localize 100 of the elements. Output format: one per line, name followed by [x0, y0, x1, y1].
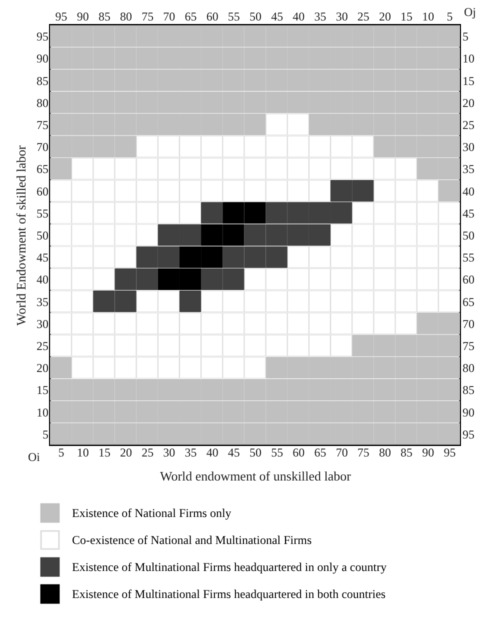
y-tick-label: 70	[36, 140, 48, 154]
point	[222, 246, 244, 268]
point	[201, 224, 223, 246]
y2-tick-label: 35	[462, 162, 474, 176]
point	[308, 224, 331, 246]
y2-tick-label: 25	[462, 118, 474, 132]
point	[136, 268, 158, 290]
y-tick-label: 5	[42, 427, 48, 442]
point	[244, 202, 266, 224]
y-tick-label: 85	[36, 74, 48, 88]
point	[287, 224, 309, 246]
x-tick-label: 80	[378, 446, 391, 460]
y2-tick-label: 55	[462, 250, 474, 265]
point	[244, 246, 266, 268]
y-tick-label: 20	[36, 361, 48, 376]
x2-tick-label: 25	[357, 10, 370, 24]
point	[114, 268, 136, 290]
y2-tick-label: 15	[462, 74, 474, 88]
x-tick-label: 40	[206, 446, 218, 460]
point	[201, 268, 223, 290]
y-tick-label: 80	[36, 96, 48, 110]
x2-tick-label: 35	[314, 10, 326, 24]
y-tick-label: 95	[36, 30, 48, 44]
x-tick-label: 30	[163, 446, 176, 460]
y-axis-title: World Endowment of skilled labor	[14, 144, 28, 326]
y2-tick-label: 20	[462, 96, 474, 110]
x2-tick-label: 50	[250, 10, 262, 24]
x2-tick-label: 10	[422, 10, 434, 24]
legend-label: Co-existence of National and Multinational Firms	[72, 533, 312, 547]
point	[352, 180, 374, 202]
point	[330, 180, 352, 202]
point	[266, 224, 288, 246]
point	[136, 246, 158, 268]
point	[201, 246, 223, 268]
point	[201, 202, 223, 224]
point	[287, 202, 309, 224]
x-axis-title: World endowment of unskilled labor	[160, 468, 352, 484]
y-tick-label: 75	[36, 118, 48, 132]
x2-tick-label: 70	[163, 10, 176, 24]
x-tick-label: 25	[142, 446, 154, 460]
x-tick-label: 15	[98, 446, 110, 460]
point	[179, 290, 202, 312]
y2-tick-label: 10	[462, 52, 474, 66]
y2-tick-label: 40	[462, 184, 474, 198]
x2-tick-label: 30	[336, 10, 348, 24]
y2-tick-label: 45	[462, 206, 474, 220]
y-tick-label: 50	[36, 228, 48, 242]
x2-tick-label: 15	[400, 10, 413, 24]
x2-tick-label: 95	[55, 10, 68, 24]
y2-tick-label: 5	[462, 30, 468, 44]
x2-tick-label: 55	[228, 10, 240, 24]
y2-tick-label: 70	[462, 316, 474, 331]
x-tick-label: 60	[292, 446, 305, 460]
text: Oj	[464, 5, 476, 20]
point	[222, 202, 244, 224]
y2-tick-label: 90	[462, 405, 474, 420]
y2-tick-label: 75	[462, 339, 474, 354]
point	[266, 202, 288, 224]
y-tick-label: 10	[36, 405, 48, 420]
x2-tick-label: 85	[98, 10, 110, 24]
point	[158, 224, 180, 246]
x2-tick-label: 40	[292, 10, 305, 24]
y-tick-label: 45	[36, 250, 48, 265]
y2-tick-label: 95	[462, 427, 474, 442]
x2-tick-label: 75	[142, 10, 154, 24]
x2-tick-label: 60	[206, 10, 218, 24]
x-tick-label: 85	[400, 446, 413, 460]
point	[308, 202, 331, 224]
y2-tick-label: 50	[462, 228, 474, 242]
x-tick-label: 75	[357, 446, 370, 460]
y-tick-label: 35	[36, 294, 48, 309]
point	[158, 268, 180, 290]
point	[222, 268, 244, 290]
x-tick-label: 20	[120, 446, 132, 460]
y2-tick-label: 80	[462, 361, 474, 376]
x-tick-label: 50	[250, 446, 262, 460]
point	[222, 224, 244, 246]
point	[266, 246, 288, 268]
y-tick-label: 55	[36, 206, 48, 220]
x2-tick-label: 80	[120, 10, 132, 24]
point	[179, 224, 202, 246]
y-tick-label: 15	[36, 383, 48, 398]
x-tick-label: 90	[422, 446, 434, 460]
x2-tick-label: 90	[76, 10, 89, 24]
legend-label: Existence of National Firms only	[72, 506, 232, 520]
point	[179, 246, 202, 268]
x-tick-label: 45	[228, 446, 240, 460]
x-tick-label: 70	[336, 446, 348, 460]
text: Oi	[28, 450, 40, 465]
y-tick-label: 65	[36, 162, 48, 176]
x2-tick-label: 65	[184, 10, 197, 24]
x-tick-label: 95	[444, 446, 456, 460]
x-tick-label: 65	[314, 446, 326, 460]
x-tick-label: 10	[76, 446, 89, 460]
point	[330, 202, 352, 224]
y-tick-label: 60	[36, 184, 48, 198]
x2-tick-label: 20	[378, 10, 391, 24]
y2-tick-label: 60	[462, 272, 474, 287]
x-tick-label: 55	[271, 446, 284, 460]
y-tick-label: 40	[36, 272, 48, 287]
